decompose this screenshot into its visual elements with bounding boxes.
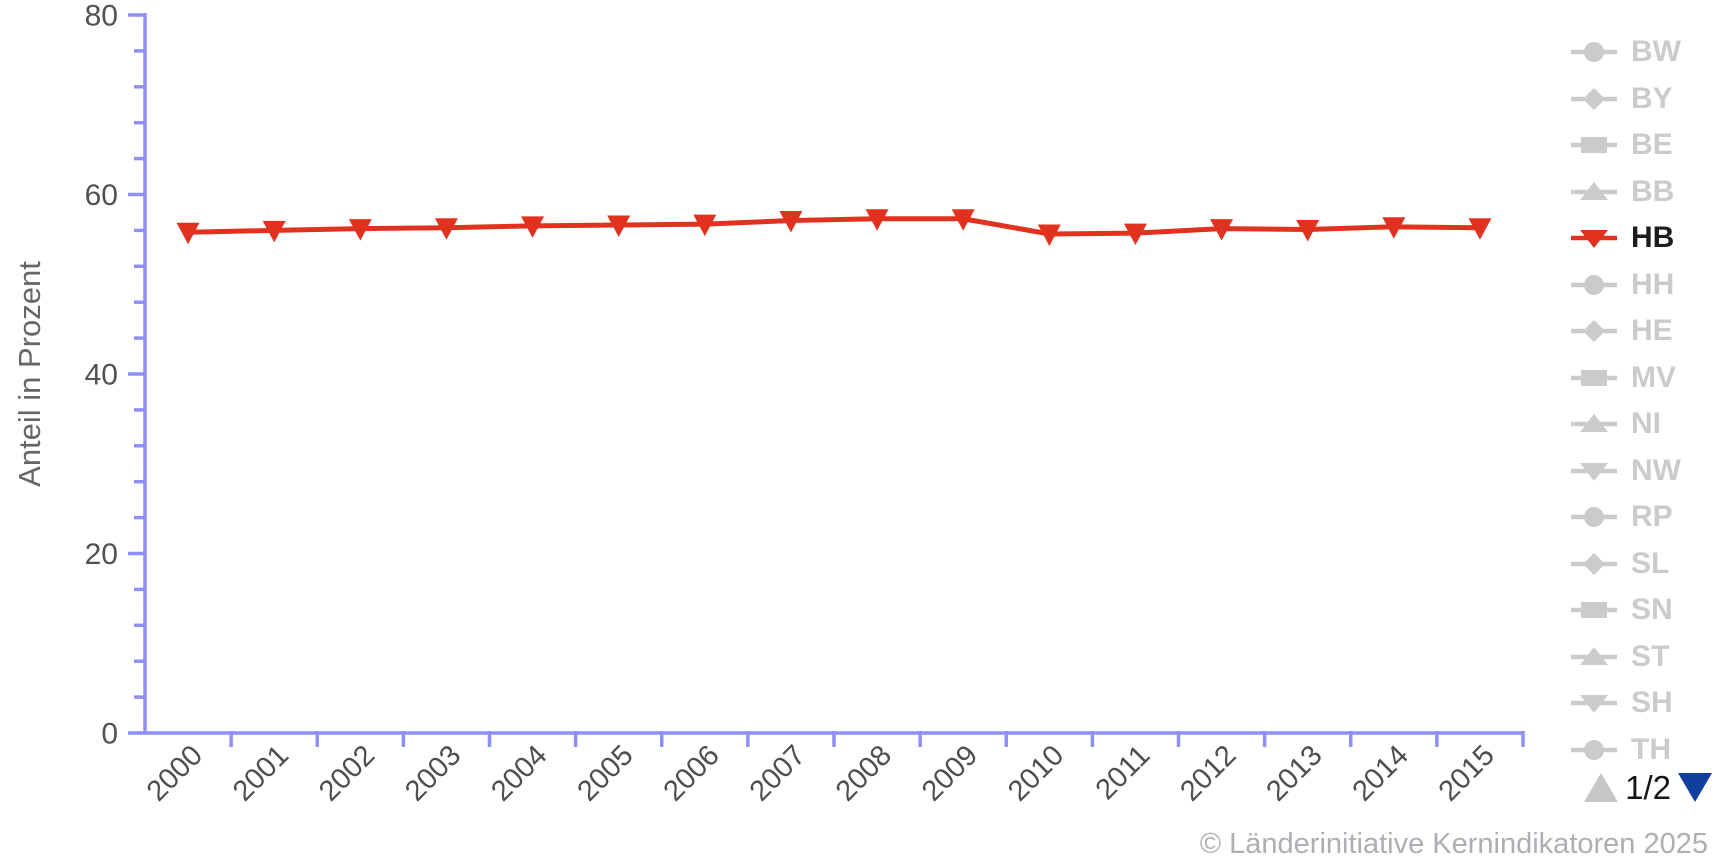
y-axis-tick-label: 60: [85, 179, 118, 212]
x-axis-tick-label: 2014: [1347, 739, 1415, 807]
legend-item-label: NI: [1631, 407, 1661, 441]
legend-item-label: NW: [1631, 453, 1681, 487]
legend-marker-diamond-icon: [1571, 320, 1617, 343]
y-axis-tick-label: 0: [101, 718, 118, 751]
legend-pagination: 1/2: [1584, 769, 1712, 806]
data-point-marker[interactable]: [865, 209, 889, 231]
data-point-marker[interactable]: [693, 214, 717, 237]
legend-item-SN[interactable]: SN: [1570, 587, 1716, 634]
chart-legend: BW BY BE BB HB HH HE MV NI NW RP SL SN ST SH TH: [1570, 29, 1716, 762]
legend-item-BB[interactable]: BB: [1570, 169, 1716, 216]
legend-page-down-icon[interactable]: [1678, 773, 1712, 802]
x-axis-tick-label: 2000: [141, 739, 209, 807]
data-point-marker[interactable]: [1210, 219, 1234, 241]
axes: 0 20 40 60 80 2000 2001 2002 2003 2004 2005 2006 200…: [85, 0, 1525, 808]
legend-item-NI[interactable]: NI: [1570, 401, 1716, 448]
data-point-marker[interactable]: [951, 209, 975, 231]
x-axis-tick-label: 2002: [313, 739, 381, 807]
copyright-text: © Länderinitiative Kernindikatoren 2025: [1199, 828, 1708, 860]
legend-item-HB[interactable]: HB: [1570, 215, 1716, 262]
legend-item-BW[interactable]: BW: [1570, 29, 1716, 76]
data-point-marker[interactable]: [434, 218, 458, 240]
legend-page-up-icon[interactable]: [1584, 773, 1619, 802]
x-axis-tick-label: 2005: [571, 739, 639, 807]
x-axis-tick-label: 2003: [399, 739, 467, 807]
legend-marker-circle-icon: [1571, 274, 1617, 295]
series-HB: [176, 209, 1492, 246]
legend-item-label: ST: [1631, 639, 1670, 673]
data-point-marker[interactable]: [348, 219, 372, 241]
data-point-marker[interactable]: [779, 211, 803, 233]
x-axis-tick-label: 2013: [1260, 739, 1328, 807]
legend-item-label: MV: [1631, 360, 1676, 394]
legend-marker-triangle-down-icon: [1571, 462, 1617, 481]
legend-item-MV[interactable]: MV: [1570, 355, 1716, 402]
x-axis-tick-label: 2004: [485, 739, 553, 807]
legend-item-TH[interactable]: TH: [1570, 727, 1716, 762]
data-point-marker[interactable]: [607, 215, 631, 238]
legend-item-BE[interactable]: BE: [1570, 122, 1716, 169]
data-point-marker[interactable]: [521, 216, 545, 238]
legend-marker-triangle-up-icon: [1571, 181, 1617, 200]
legend-item-label: BY: [1631, 81, 1673, 115]
legend-marker-diamond-icon: [1571, 552, 1617, 575]
legend-marker-square-icon: [1571, 369, 1617, 386]
data-point-marker[interactable]: [1123, 223, 1147, 246]
x-axis-tick-label: 2007: [744, 739, 812, 807]
legend-marker-diamond-icon: [1571, 87, 1617, 110]
legend-item-label: TH: [1631, 732, 1671, 762]
legend-item-SH[interactable]: SH: [1570, 680, 1716, 727]
legend-item-label: BB: [1631, 174, 1675, 208]
x-axis-tick-label: 2015: [1433, 739, 1501, 807]
legend-item-HH[interactable]: HH: [1570, 262, 1716, 309]
legend-marker-triangle-down-icon: [1571, 230, 1617, 249]
x-axis-tick-label: 2008: [830, 739, 898, 807]
series-line: [185, 216, 1483, 237]
data-point-marker[interactable]: [1037, 224, 1061, 246]
x-axis-tick-label: 2011: [1090, 739, 1157, 806]
legend-marker-triangle-up-icon: [1571, 414, 1617, 433]
legend-marker-square-icon: [1571, 602, 1617, 619]
legend-item-label: HB: [1631, 221, 1675, 255]
legend-item-SL[interactable]: SL: [1570, 541, 1716, 588]
legend-item-label: SH: [1631, 686, 1673, 720]
y-axis-tick-label: 80: [85, 0, 118, 33]
x-axis-tick-label: 2001: [227, 739, 295, 807]
legend-item-label: BE: [1631, 128, 1673, 162]
legend-item-label: SL: [1631, 546, 1670, 580]
x-axis-tick-label: 2009: [916, 739, 984, 807]
x-axis-tick-label: 2006: [658, 739, 726, 807]
y-axis-tick-label: 20: [85, 538, 118, 571]
legend-marker-square-icon: [1571, 137, 1617, 154]
legend-item-ST[interactable]: ST: [1570, 634, 1716, 681]
data-point-marker[interactable]: [262, 220, 286, 243]
legend-marker-triangle-down-icon: [1571, 695, 1617, 714]
data-point-marker[interactable]: [1296, 220, 1320, 242]
legend-item-RP[interactable]: RP: [1570, 494, 1716, 541]
data-point-marker[interactable]: [1382, 217, 1406, 239]
legend-marker-circle-icon: [1571, 42, 1617, 63]
data-point-marker[interactable]: [1468, 218, 1492, 240]
legend-marker-circle-icon: [1571, 739, 1617, 760]
x-axis-tick-label: 2012: [1174, 739, 1242, 807]
legend-marker-circle-icon: [1571, 507, 1617, 528]
legend-marker-triangle-up-icon: [1571, 646, 1617, 665]
legend-item-NW[interactable]: NW: [1570, 448, 1716, 495]
legend-item-BY[interactable]: BY: [1570, 76, 1716, 123]
legend-item-label: SN: [1631, 593, 1673, 627]
x-axis-tick-label: 2010: [1002, 739, 1070, 807]
legend-item-label: RP: [1631, 500, 1673, 534]
data-point-marker[interactable]: [176, 222, 200, 245]
legend-item-label: BW: [1631, 35, 1681, 69]
legend-item-label: HE: [1631, 314, 1673, 348]
legend-page-indicator: 1/2: [1625, 769, 1671, 806]
y-axis-title: Anteil in Prozent: [12, 261, 47, 487]
legend-item-label: HH: [1631, 267, 1675, 301]
y-axis-tick-label: 40: [85, 359, 118, 392]
legend-item-HE[interactable]: HE: [1570, 308, 1716, 355]
